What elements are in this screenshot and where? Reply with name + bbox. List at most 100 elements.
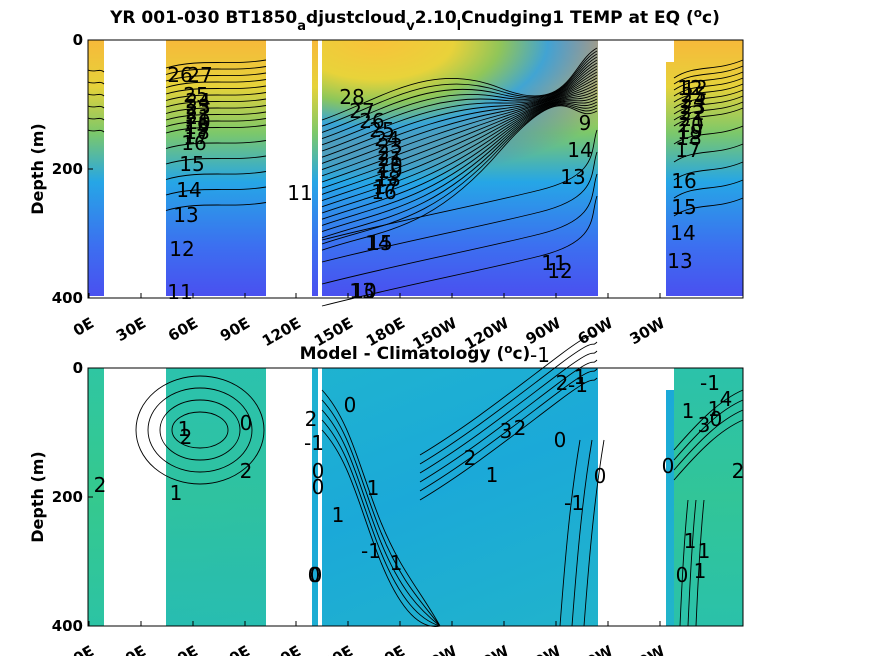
contour-label: 0 (240, 411, 253, 435)
contour-line (165, 171, 267, 180)
contour-line (571, 439, 593, 627)
contour-label: 24 (185, 89, 210, 113)
contour-line (559, 439, 581, 627)
contour-label: -1 (361, 539, 381, 563)
contour-line (321, 89, 598, 208)
contour-label: 3 (500, 419, 513, 443)
contour-label: 1 (486, 463, 499, 487)
contour-label: 13 (560, 165, 585, 189)
contour-label: 2 (180, 425, 193, 449)
land-mask (266, 368, 312, 626)
contour-line (165, 98, 267, 108)
contour-line (321, 389, 441, 627)
contour-label: 27 (349, 99, 374, 123)
contour-line (321, 47, 598, 121)
contour-label: 21 (185, 105, 210, 129)
contour-label: -1 (568, 373, 588, 397)
x-tick-label: 90E (217, 314, 253, 345)
contour-label: 1 (367, 476, 380, 500)
x-tick-label: 90E (217, 642, 253, 656)
side-shading (88, 368, 104, 626)
contour-line (419, 350, 598, 474)
temperature-panel: 2726252423222120191817161514131211282726… (28, 6, 744, 353)
contour-label: 25 (183, 83, 208, 107)
contour-line (171, 411, 229, 449)
contour-line (321, 151, 598, 263)
contour-label: 20 (377, 153, 402, 177)
contour-label: 24 (374, 127, 399, 151)
x-tick-label: 0E (70, 642, 97, 656)
panel-title: Model - Climatology (oc) (300, 342, 531, 364)
contour-line (673, 419, 744, 481)
contour-label: 15 (671, 195, 696, 219)
contour-label: 1 (178, 417, 191, 441)
contour-line (673, 95, 744, 115)
contour-line (321, 101, 598, 233)
contour-line (673, 399, 744, 461)
contour-line (687, 499, 697, 627)
contour-line (673, 197, 744, 217)
panel-title: YR 001-030 BT1850adjustcloudv2.10lCnudgi… (109, 6, 720, 34)
contour-line (87, 117, 105, 121)
contour-label: 14 (670, 221, 695, 245)
contour-label: 12 (169, 237, 194, 261)
contour-line (673, 107, 744, 127)
contour-label: 0 (594, 464, 607, 488)
contour-label: 4 (720, 387, 733, 411)
contour-line (87, 69, 105, 73)
contour-line (321, 74, 598, 177)
contour-label: 0 (310, 563, 323, 587)
contour-label: 19 (677, 120, 702, 144)
contour-line (583, 439, 605, 627)
y-tick-label: 200 (52, 160, 83, 178)
contour-label: 14 (365, 231, 390, 255)
y-tick-label: 0 (73, 359, 83, 377)
contour-line (321, 173, 598, 285)
x-tick-label: 180E (363, 642, 408, 656)
contour-line (321, 80, 598, 189)
x-tick-label: 60E (165, 642, 201, 656)
contour-label: 26 (359, 109, 384, 133)
contour-label: 0 (710, 407, 723, 431)
contour-label: 1 (684, 529, 697, 553)
contour-line (321, 53, 598, 133)
contour-line (321, 77, 598, 183)
contour-line (135, 375, 265, 485)
x-tick-label: 30W (627, 314, 669, 349)
contour-line (165, 155, 267, 165)
y-ticks: 0 200 400 (52, 31, 93, 307)
contour-label: 17 (373, 175, 398, 199)
contour-line (165, 186, 267, 196)
contour-line (87, 129, 105, 133)
x-tick-label: 120E (259, 314, 304, 350)
contour-line (321, 429, 441, 627)
x-tick-label: 120W (462, 642, 513, 656)
x-tick-label: 0E (70, 314, 97, 340)
contour-label: 23 (185, 95, 210, 119)
contour-line (673, 389, 744, 451)
contour-label: 16 (181, 131, 206, 155)
y-ticks: 0 200 400 (52, 359, 93, 635)
contour-line (165, 72, 267, 82)
contour-line (321, 59, 598, 146)
contour-label: 24 (680, 89, 705, 113)
contour-line (695, 499, 705, 627)
contour-label: 23 (377, 134, 402, 158)
contour-line (165, 66, 267, 75)
contour-label: 17 (183, 125, 208, 149)
contour-label: 1 (574, 365, 587, 389)
contour-label: 12 (682, 76, 707, 100)
contour-line (673, 179, 744, 199)
contour-label: 1 (682, 399, 695, 423)
contour-label: 3 (698, 413, 711, 437)
contour-line (321, 50, 598, 127)
contour-line (321, 103, 598, 239)
contour-label: 12 (677, 76, 702, 100)
x-tick-label: 60W (575, 642, 617, 656)
contour-label: 18 (184, 120, 209, 144)
side-shading (674, 368, 743, 626)
land-mask (666, 368, 674, 390)
contour-label: 22 (377, 141, 402, 165)
contour-label: 1 (708, 397, 721, 421)
